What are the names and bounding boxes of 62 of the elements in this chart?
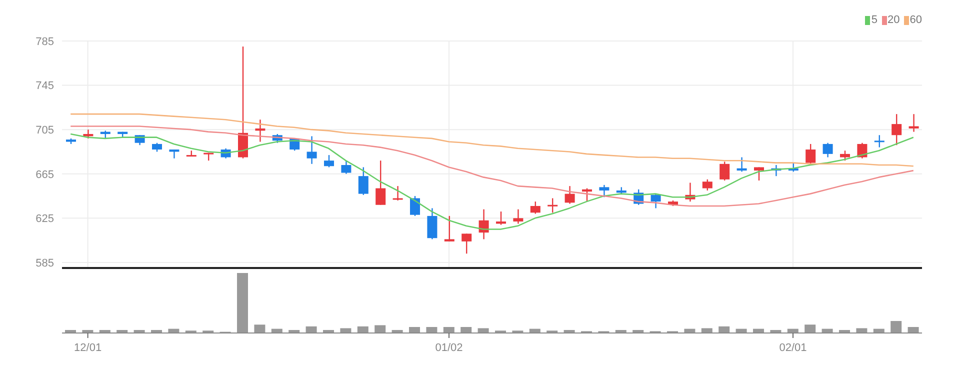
candlestick [513, 208, 524, 224]
bar [856, 328, 868, 333]
y-tick-label: 785 [36, 36, 54, 48]
candlestick [462, 233, 472, 254]
candlestick [341, 160, 352, 174]
x-tick-label: 01/02 [435, 342, 463, 354]
candlestick [908, 113, 919, 132]
candlestick [857, 142, 868, 159]
candlestick [255, 119, 266, 142]
bar [374, 325, 386, 333]
x-tick-label: 12/01 [74, 342, 102, 354]
candlestick [564, 185, 575, 204]
bar [409, 327, 420, 333]
candlestick [806, 143, 816, 165]
bar [718, 326, 730, 333]
candlestick [720, 161, 730, 182]
bar [478, 328, 489, 333]
candlestick [582, 188, 592, 202]
legend-label: 5 [871, 14, 878, 26]
bar [237, 273, 248, 333]
y-tick-label: 665 [36, 168, 54, 181]
candlestick [822, 142, 833, 158]
bar [908, 327, 919, 333]
bar [254, 324, 266, 333]
candlestick [358, 166, 368, 196]
bar [890, 321, 902, 333]
bar [340, 328, 352, 333]
bar [306, 326, 317, 333]
candlestick [874, 134, 884, 148]
candlestick [736, 156, 747, 172]
bar [804, 324, 816, 333]
candlestick [702, 178, 712, 192]
candlestick [410, 195, 420, 217]
legend-label: 20 [888, 14, 900, 26]
y-tick-label: 585 [36, 257, 54, 270]
candlestick [530, 200, 540, 214]
y-tick-label: 625 [36, 213, 54, 226]
legend-label: 60 [910, 14, 922, 26]
bar [426, 327, 438, 333]
candlestick [840, 150, 850, 162]
y-tick-label: 745 [36, 80, 54, 92]
candlestick [548, 198, 558, 214]
candlestick [892, 113, 902, 146]
bar [460, 327, 472, 333]
candlestick [599, 184, 610, 198]
line-series [70, 126, 914, 207]
line-series [70, 113, 914, 167]
candlestick [427, 208, 438, 240]
bar [357, 326, 368, 333]
candlestick [650, 193, 661, 209]
candlestick [376, 160, 386, 206]
bar [443, 327, 454, 333]
candlestick [754, 166, 764, 182]
y-tick-label: 705 [36, 124, 54, 136]
bar [701, 328, 712, 333]
candlestick [496, 210, 506, 226]
candlestick [306, 136, 317, 165]
candlestick [444, 215, 454, 242]
candlestick [324, 154, 334, 168]
x-tick-label: 02/01 [779, 342, 807, 354]
candlestick [392, 185, 403, 202]
candlestick [169, 148, 180, 159]
